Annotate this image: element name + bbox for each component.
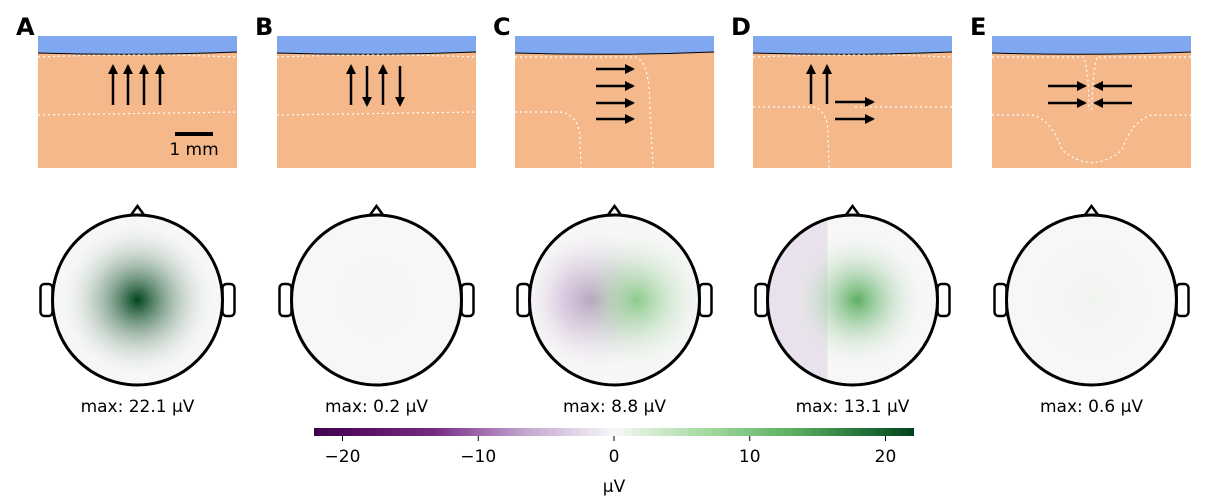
field bbox=[529, 225, 700, 375]
nose bbox=[128, 203, 147, 218]
boundary bbox=[276, 111, 477, 116]
panel-label: E bbox=[970, 13, 986, 41]
surface-line bbox=[752, 51, 953, 55]
ear bbox=[698, 282, 713, 318]
field bbox=[57, 220, 218, 380]
panel-label: D bbox=[731, 13, 751, 41]
surface-line bbox=[991, 51, 1192, 55]
tissue bbox=[277, 36, 476, 168]
boundary bbox=[1091, 56, 1191, 111]
tick-label: 20 bbox=[875, 447, 897, 467]
surface-line bbox=[37, 51, 238, 55]
ear bbox=[936, 282, 951, 318]
field bbox=[1011, 220, 1172, 380]
max-label: max: 22.1 μV bbox=[81, 397, 195, 417]
scale-label: 1 mm bbox=[169, 140, 218, 160]
scalp bbox=[515, 36, 714, 55]
field-blob bbox=[1011, 220, 1172, 380]
field-blob bbox=[296, 220, 457, 380]
surface-line bbox=[276, 51, 477, 55]
boundary bbox=[753, 106, 830, 169]
field bbox=[767, 215, 928, 385]
ear bbox=[221, 282, 236, 318]
head-outline bbox=[1005, 213, 1178, 387]
ear bbox=[39, 282, 54, 318]
field bbox=[296, 220, 457, 380]
tick-label: 10 bbox=[739, 447, 761, 467]
tissue bbox=[992, 36, 1191, 168]
panel-label: A bbox=[16, 13, 35, 41]
nose bbox=[1082, 203, 1101, 218]
panel-label: B bbox=[255, 13, 273, 41]
boundary bbox=[37, 111, 238, 116]
head-outline bbox=[766, 213, 939, 387]
tick-label: −20 bbox=[325, 447, 361, 467]
field-blob bbox=[57, 220, 218, 380]
surface-line bbox=[514, 51, 715, 55]
ear bbox=[1175, 282, 1190, 318]
panel-label: C bbox=[493, 13, 511, 41]
boundary bbox=[992, 114, 1191, 163]
max-label: max: 0.6 μV bbox=[1040, 397, 1143, 417]
field-blob bbox=[561, 225, 700, 375]
head-outline bbox=[51, 213, 224, 387]
ear bbox=[993, 282, 1008, 318]
nose bbox=[605, 203, 624, 218]
tick-label: 0 bbox=[609, 447, 620, 467]
boundary bbox=[992, 56, 1090, 111]
scalp bbox=[277, 36, 476, 55]
colorbar-label: μV bbox=[603, 477, 626, 497]
nose bbox=[843, 203, 862, 218]
nose bbox=[367, 203, 386, 218]
scalp bbox=[992, 36, 1191, 55]
ear bbox=[278, 282, 293, 318]
ear bbox=[516, 282, 531, 318]
boundary bbox=[515, 56, 654, 169]
max-label: max: 0.2 μV bbox=[325, 397, 428, 417]
tissue bbox=[38, 36, 237, 168]
panel: A 1 mm max: 22.1 μV bbox=[16, 13, 238, 417]
boundary bbox=[515, 111, 582, 169]
max-label: max: 13.1 μV bbox=[796, 397, 910, 417]
head-outline bbox=[528, 213, 701, 387]
scalp bbox=[38, 36, 237, 55]
field-blob bbox=[787, 230, 928, 370]
head-outline bbox=[290, 213, 463, 387]
colorbar bbox=[314, 428, 914, 436]
tick-label: −10 bbox=[460, 447, 496, 467]
max-label: max: 8.8 μV bbox=[563, 397, 666, 417]
scalp bbox=[753, 36, 952, 55]
ear bbox=[460, 282, 475, 318]
ear bbox=[754, 282, 769, 318]
